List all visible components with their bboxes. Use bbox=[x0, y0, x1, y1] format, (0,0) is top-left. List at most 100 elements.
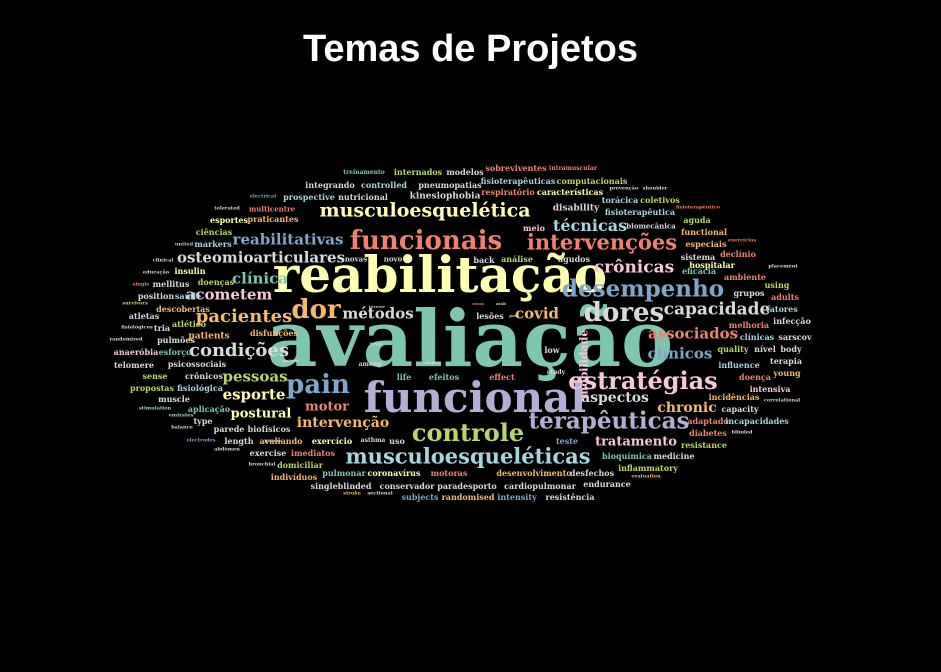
word-inverse: inverse bbox=[368, 304, 386, 309]
word-adaptado: adaptado bbox=[687, 416, 729, 426]
word-imediatos: imediatos bbox=[291, 448, 335, 458]
word-placement: placement bbox=[768, 263, 798, 270]
word-exercicio: exercício bbox=[311, 436, 353, 446]
word-modelos: modelos bbox=[446, 167, 484, 177]
word-capacidade: capacidade bbox=[663, 299, 771, 320]
word-single: single bbox=[132, 281, 150, 288]
word-among: among bbox=[358, 361, 382, 368]
word-funcionais: funcionais bbox=[349, 226, 503, 256]
word-teste: teste bbox=[555, 436, 579, 446]
word-esporte: esporte bbox=[222, 385, 286, 404]
word-singleblinded: singleblinded bbox=[310, 481, 372, 491]
word-abdomen: abdômen bbox=[214, 446, 240, 453]
word-type: type bbox=[193, 416, 213, 426]
word-coletivos: coletivos bbox=[640, 195, 680, 205]
word-infeccao: infecção bbox=[773, 316, 811, 326]
word-blinded: blinded bbox=[731, 429, 753, 436]
word-cronicos: crônicos bbox=[185, 371, 223, 381]
word-clinicos: clínicos bbox=[647, 344, 713, 363]
word-pneumopatias: pneumopatias bbox=[418, 180, 482, 190]
word-united: united bbox=[174, 241, 194, 248]
word-condicoes: condições bbox=[188, 340, 290, 361]
word-bronchial: bronchial bbox=[248, 461, 276, 468]
word-desfechos: desfechos bbox=[569, 468, 615, 478]
word-electrodes: electrodes bbox=[186, 437, 216, 444]
word-electrical: electrical bbox=[249, 193, 277, 200]
word-young: young bbox=[773, 368, 801, 378]
word-pacientes: pacientes bbox=[195, 306, 293, 327]
word-mellitus: mellitus bbox=[152, 279, 190, 289]
word-subjects: subjects bbox=[401, 492, 439, 502]
word-hospitalar: hospitalar bbox=[689, 260, 735, 270]
word-reabilitativas: reabilitativas bbox=[232, 230, 344, 249]
word-exercise: exercise bbox=[249, 448, 287, 458]
word-low: low bbox=[544, 345, 560, 355]
word-parede: parede bbox=[213, 424, 245, 434]
word-postural: postural bbox=[230, 406, 292, 422]
word-back: back bbox=[473, 255, 495, 265]
word-disfuncoes: disfunções bbox=[249, 328, 299, 338]
word-chronic: chronic bbox=[657, 400, 717, 416]
word-avaliacao: avaliação bbox=[266, 294, 674, 385]
word-efeitos: efeitos bbox=[428, 372, 460, 382]
word-melhoria: melhoria bbox=[728, 320, 770, 330]
word-clinica: clínica bbox=[232, 269, 288, 288]
word-cross: cross bbox=[472, 301, 484, 306]
word-sobreviventes: sobreviventes bbox=[485, 163, 547, 173]
word-esforco: esforço bbox=[158, 347, 192, 357]
word-metodos: métodos bbox=[342, 304, 414, 323]
word-dor: dor bbox=[291, 295, 341, 325]
word-estrategias: estratégias bbox=[568, 366, 718, 395]
word-novo: novo bbox=[383, 254, 403, 264]
word-study: study bbox=[546, 369, 566, 376]
word-patients: patients bbox=[188, 331, 230, 342]
word-novas: novas bbox=[344, 254, 368, 264]
word-post: post bbox=[509, 313, 519, 318]
word-tria: tria bbox=[153, 323, 171, 333]
word-avaliando: avaliando bbox=[259, 436, 303, 446]
word-tecnicas: técnicas bbox=[552, 216, 628, 235]
word-fisioterapeutica: fisioterapêutica bbox=[604, 207, 676, 217]
word-exercicios: exercícios bbox=[727, 237, 757, 244]
word-anaerobia: anaeróbia bbox=[113, 347, 159, 357]
word-paradesporto: paradesporto bbox=[437, 481, 497, 491]
word-internados: internados bbox=[393, 167, 443, 177]
word-declinio: declínio bbox=[720, 249, 756, 259]
word-patient: patient bbox=[282, 358, 300, 363]
word-life: life bbox=[396, 372, 412, 382]
word-mobilidade: mobilidade bbox=[577, 329, 591, 399]
word-resistencia: resistência bbox=[545, 492, 595, 502]
word-fisioterapeutico: fisioterapêutico bbox=[676, 204, 720, 211]
word-evaluation: evaluation bbox=[631, 473, 661, 480]
word-shoulder: shoulder bbox=[642, 185, 668, 192]
word-educacao: educação bbox=[142, 269, 170, 276]
word-eficacia: eficácia bbox=[681, 266, 717, 276]
word-incapacidades: incapacidades bbox=[725, 416, 789, 426]
word-tratamento: tratamento bbox=[595, 434, 677, 450]
word-multicentre: multicentre bbox=[248, 204, 296, 214]
word-funcional: funcional bbox=[363, 373, 587, 422]
word-posture: posture bbox=[264, 438, 282, 443]
word-covid: covid bbox=[514, 304, 560, 323]
word-atletas: atletas bbox=[128, 311, 160, 321]
word-propostas: propostas bbox=[130, 383, 174, 393]
word-stimulation: stimulation bbox=[138, 405, 172, 412]
word-musculoesqueletica: musculoesquelética bbox=[319, 199, 531, 222]
word-atletico: atlético bbox=[172, 319, 206, 329]
word-body: body bbox=[780, 344, 802, 354]
word-conservador: conservador bbox=[379, 481, 435, 491]
word-intervencao: intervenção bbox=[296, 415, 390, 431]
word-caracteristicas: características bbox=[536, 187, 604, 197]
word-especiais: especiais bbox=[685, 239, 727, 249]
word-clinicas: clínicas bbox=[739, 332, 775, 342]
word-prospective: prospective bbox=[283, 192, 335, 202]
word-esportes: esportes bbox=[209, 215, 249, 225]
word-correlational: correlational bbox=[763, 397, 801, 404]
word-desenvolvimento: desenvolvimento bbox=[496, 468, 572, 478]
word-diabetes: diabetes bbox=[689, 428, 727, 438]
word-trial: trial bbox=[370, 341, 382, 348]
word-randomised: randomised bbox=[441, 492, 495, 502]
word-reabilitacao: reabilitação bbox=[272, 245, 608, 304]
word-length: length bbox=[224, 436, 254, 446]
